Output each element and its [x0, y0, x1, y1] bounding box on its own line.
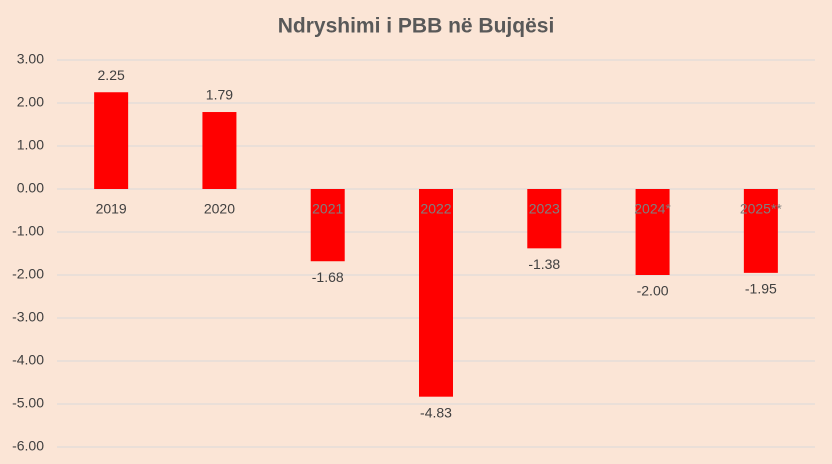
y-tick-label: 2.00	[17, 94, 44, 110]
y-tick-label: 3.00	[17, 51, 44, 67]
x-tick-label: 2025**	[740, 201, 783, 217]
y-tick-label: -2.00	[12, 266, 44, 282]
y-tick-label: -5.00	[12, 395, 44, 411]
x-tick-label: 2021	[312, 201, 343, 217]
y-tick-label: -3.00	[12, 309, 44, 325]
data-label: -1.68	[312, 269, 344, 285]
data-label: -1.38	[528, 256, 560, 272]
y-tick-label: 0.00	[17, 180, 44, 196]
data-label: -1.95	[745, 281, 777, 297]
bar	[635, 189, 670, 275]
data-label: 1.79	[206, 87, 233, 103]
bar	[310, 189, 345, 262]
x-tick-label: 2022	[420, 201, 451, 217]
x-tick-label: 2023	[529, 201, 560, 217]
bar	[743, 189, 778, 273]
bar	[527, 189, 562, 249]
bar	[419, 189, 453, 397]
bar	[202, 112, 237, 189]
data-label: 2.25	[98, 67, 125, 83]
y-tick-label: 1.00	[17, 137, 44, 153]
y-tick-label: -1.00	[12, 223, 44, 239]
chart-title: Ndryshimi i PBB në Bujqësi	[278, 15, 555, 38]
data-label: -4.83	[420, 404, 452, 420]
x-tick-label: 2024*	[634, 201, 671, 217]
x-tick-label: 2020	[204, 201, 235, 217]
bar	[94, 92, 129, 189]
y-tick-label: -4.00	[12, 352, 44, 368]
data-label: -2.00	[637, 283, 669, 299]
y-tick-label: -6.00	[12, 438, 44, 454]
x-tick-label: 2019	[96, 201, 127, 217]
